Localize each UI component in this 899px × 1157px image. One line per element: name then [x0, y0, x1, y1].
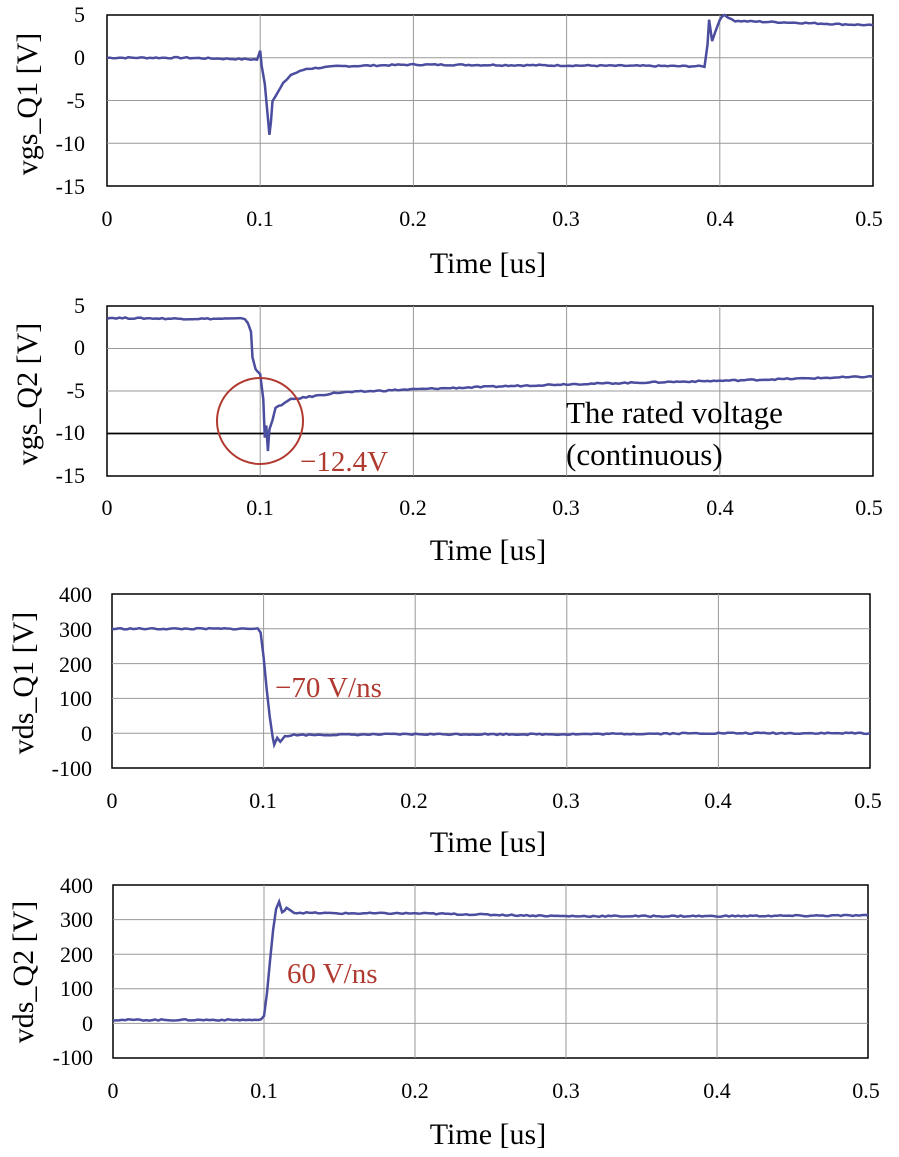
- y-tick-label: -10: [56, 420, 85, 445]
- panel-vds-q2: 60 V/ns 400 300 200 100 0 -100 0 0.1 0.2…: [7, 873, 880, 1151]
- y-tick-label: 200: [60, 942, 93, 967]
- panel-vgs-q2: −12.4V The rated voltage (continuous) 5 …: [11, 293, 883, 567]
- x-tick-label: 0.1: [246, 206, 274, 231]
- x-tick-label: 0.5: [854, 788, 882, 813]
- plot-frame: [111, 593, 871, 769]
- y-tick-label: 300: [60, 907, 93, 932]
- rated-voltage-note: The rated voltage: [566, 395, 783, 430]
- y-axis-label: vgs_Q1 [V]: [11, 33, 44, 176]
- x-tick-label: 0.1: [246, 495, 274, 520]
- x-tick-label: 0.3: [552, 495, 580, 520]
- x-tick-label: 0.3: [552, 1078, 580, 1103]
- y-tick-label: -5: [67, 88, 85, 113]
- rated-voltage-note: (continuous): [566, 437, 723, 472]
- y-tick-label: 0: [81, 721, 92, 746]
- y-tick-label: 0: [82, 1011, 93, 1036]
- x-axis-label: Time [us]: [430, 247, 546, 280]
- plot-area: [106, 305, 874, 477]
- x-axis-label: Time [us]: [430, 534, 546, 567]
- grid-lines: [113, 885, 868, 1058]
- y-axis-label: vds_Q1 [V]: [7, 612, 40, 755]
- x-tick-label: 0: [102, 495, 113, 520]
- slew-rate-annotation: −70 V/ns: [275, 672, 382, 704]
- x-axis-label: Time [us]: [430, 826, 546, 859]
- x-tick-label: 0: [108, 1078, 119, 1103]
- x-tick-label: 0.5: [852, 1078, 880, 1103]
- x-axis-label: Time [us]: [430, 1118, 546, 1151]
- series-line-vds-q1: [111, 626, 871, 749]
- plot-frame: [112, 884, 869, 1059]
- x-tick-label: 0.5: [855, 495, 883, 520]
- x-tick-label: 0.4: [706, 495, 734, 520]
- y-tick-label: -15: [56, 174, 85, 199]
- y-tick-label: 400: [59, 582, 92, 607]
- y-tick-label: -15: [56, 463, 85, 488]
- y-tick-label: 5: [74, 2, 85, 27]
- y-axis-label: vds_Q2 [V]: [7, 901, 40, 1044]
- y-tick-label: -10: [56, 131, 85, 156]
- x-tick-label: 0.5: [855, 206, 883, 231]
- x-tick-label: 0.2: [401, 1078, 429, 1103]
- series-line-vgs-q2: [106, 316, 874, 452]
- peak-annotation: −12.4V: [300, 446, 388, 478]
- x-tick-label: 0.4: [706, 206, 734, 231]
- y-tick-label: -100: [52, 756, 92, 781]
- y-tick-label: 100: [60, 976, 93, 1001]
- y-tick-label: 200: [59, 652, 92, 677]
- y-tick-label: 0: [74, 45, 85, 70]
- slew-rate-annotation: 60 V/ns: [287, 958, 378, 990]
- y-tick-label: 300: [59, 617, 92, 642]
- x-tick-label: 0.2: [399, 206, 427, 231]
- y-tick-label: 0: [74, 335, 85, 360]
- y-tick-label: 100: [59, 686, 92, 711]
- grid-lines: [107, 306, 873, 476]
- x-tick-label: 0.1: [250, 1078, 278, 1103]
- x-tick-label: 0: [102, 206, 113, 231]
- y-tick-label: -100: [53, 1045, 93, 1070]
- x-tick-label: 0.3: [552, 788, 580, 813]
- plot-area: [111, 593, 871, 769]
- y-tick-label: 5: [74, 293, 85, 318]
- y-axis-label: vgs_Q2 [V]: [11, 323, 44, 466]
- y-tick-label: 400: [60, 873, 93, 898]
- x-tick-label: 0.2: [399, 495, 427, 520]
- x-tick-label: 0.4: [704, 788, 732, 813]
- series-line-vds-q2: [112, 897, 869, 1022]
- y-tick-label: -5: [67, 378, 85, 403]
- x-tick-label: 0: [107, 788, 118, 813]
- panel-vds-q1: −70 V/ns 400 300 200 100 0 -100 0 0.1 0.…: [7, 582, 882, 859]
- grid-lines: [107, 15, 873, 186]
- grid-lines: [112, 594, 870, 768]
- x-tick-label: 0.3: [552, 206, 580, 231]
- x-tick-label: 0.2: [400, 788, 428, 813]
- peak-highlight-circle: [216, 377, 304, 465]
- x-tick-label: 0.4: [703, 1078, 731, 1103]
- x-tick-label: 0.1: [249, 788, 277, 813]
- plot-area: [106, 13, 874, 187]
- series-line-vgs-q1: [106, 13, 874, 135]
- panel-vgs-q1: 5 0 -5 -10 -15 0 0.1 0.2 0.3 0.4 0.5 Tim…: [11, 2, 883, 280]
- plot-area: [112, 884, 869, 1059]
